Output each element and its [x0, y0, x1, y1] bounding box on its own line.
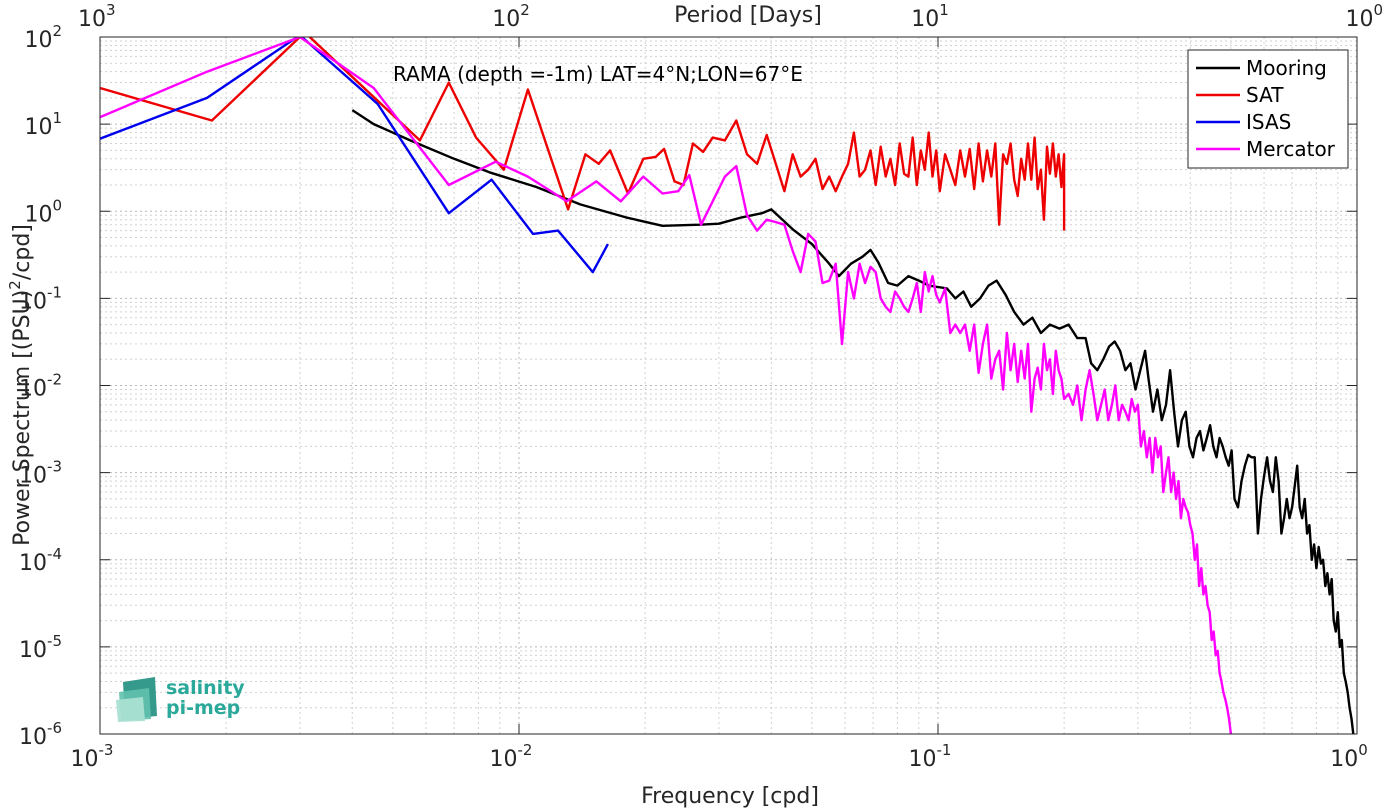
y-tick-label-base: 10: [19, 464, 47, 489]
y-tick-label-base: 10: [19, 638, 47, 663]
y-tick-label-exponent: -3: [47, 458, 62, 476]
y-tick-label-base: 10: [24, 115, 52, 140]
y-tick-label: 101: [24, 109, 62, 140]
legend-label-sat: SAT: [1246, 83, 1284, 107]
series-line-isas: [100, 37, 609, 274]
series-line-sat: [100, 37, 1066, 231]
y-tick-label-exponent: -6: [47, 719, 62, 737]
y-tick-label-exponent: -4: [47, 545, 62, 563]
top-axis-label: Period [Days]: [674, 3, 822, 28]
legend-label-mercator: Mercator: [1246, 137, 1336, 161]
plot-area: [100, 37, 1357, 734]
x-tick-label-base: 10: [490, 747, 518, 772]
x-axis-label: Frequency [cpd]: [641, 784, 819, 809]
y-tick-label: 10-4: [19, 545, 62, 576]
x-tick-label: 100: [1330, 741, 1368, 772]
y-tick-label: 10-3: [19, 458, 62, 489]
x-tick-label-base: 10: [71, 747, 99, 772]
x-tick-label: 10-1: [909, 741, 952, 772]
x-tick-label-exponent: -3: [99, 741, 114, 759]
series-line-mercator: [100, 37, 1233, 734]
y-tick-label-base: 10: [24, 28, 52, 53]
top-tick-label-exponent: 1: [939, 1, 949, 19]
x-tick-label: 10-3: [71, 741, 114, 772]
y-tick-label-exponent: 0: [52, 196, 62, 214]
x-tick-label-exponent: -2: [518, 741, 533, 759]
y-axis-label-sup: 2: [6, 280, 24, 290]
y-tick-label-base: 10: [24, 202, 52, 227]
y-tick-label-exponent: 2: [52, 22, 62, 40]
y-tick-label-exponent: -5: [47, 632, 62, 650]
top-tick-label-exponent: 2: [520, 1, 530, 19]
top-tick-label: 103: [78, 1, 116, 32]
logo-text-salinity: salinity: [166, 677, 245, 699]
salinity-pi-mep-logo: salinity pi-mep: [116, 677, 245, 722]
legend: Mooring SAT ISAS Mercator: [1187, 49, 1349, 169]
y-tick-label: 10-6: [19, 719, 62, 750]
y-tick-label: 100: [24, 196, 62, 227]
top-tick-label-base: 10: [492, 7, 520, 32]
top-tick-label-exponent: 0: [1373, 1, 1383, 19]
x-tick-label-exponent: 0: [1358, 741, 1368, 759]
chart-title: RAMA (depth =-1m) LAT=4°N;LON=67°E: [393, 62, 803, 86]
top-tick-label-base: 10: [1345, 7, 1373, 32]
top-tick-label: 101: [911, 1, 949, 32]
top-tick-label-base: 10: [911, 7, 939, 32]
legend-label-isas: ISAS: [1246, 110, 1291, 134]
logo-mark-front: [116, 697, 145, 722]
y-axis-label-main: Power Spectrum [(PSU): [10, 290, 35, 546]
y-tick-label-exponent: -2: [47, 371, 62, 389]
x-axis-ticks: 10-3 10-2 10-1 100: [71, 724, 1368, 772]
top-tick-label: 102: [492, 1, 530, 32]
y-tick-label-base: 10: [19, 377, 47, 402]
x-tick-label-base: 10: [1330, 747, 1358, 772]
x-tick-label-exponent: -1: [937, 741, 952, 759]
series-line-mooring: [351, 109, 1355, 734]
y-tick-label-base: 10: [19, 725, 47, 750]
x-tick-label-base: 10: [909, 747, 937, 772]
top-tick-label-exponent: 3: [106, 1, 116, 19]
series-layer: [100, 37, 1355, 734]
top-tick-label: 100: [1345, 1, 1383, 32]
legend-label-mooring: Mooring: [1246, 56, 1327, 80]
top-tick-label-base: 10: [78, 7, 106, 32]
logo-text-pi-mep: pi-mep: [166, 697, 240, 719]
y-tick-label: 10-1: [19, 283, 62, 314]
y-tick-label-exponent: 1: [52, 109, 62, 127]
y-tick-label: 10-5: [19, 632, 62, 663]
y-tick-label: 102: [24, 22, 62, 53]
y-tick-label: 10-2: [19, 371, 62, 402]
y-tick-label-base: 10: [19, 551, 47, 576]
y-tick-label-exponent: -1: [47, 283, 62, 301]
y-axis-label-end: /cpd]: [10, 224, 35, 280]
y-axis-label: Power Spectrum [(PSU)2/cpd]: [6, 224, 35, 546]
plot-background: [100, 37, 1357, 734]
y-tick-label-base: 10: [19, 289, 47, 314]
x-tick-label: 10-2: [490, 741, 533, 772]
top-axis-ticks: 103 102 101 100: [78, 1, 1383, 47]
